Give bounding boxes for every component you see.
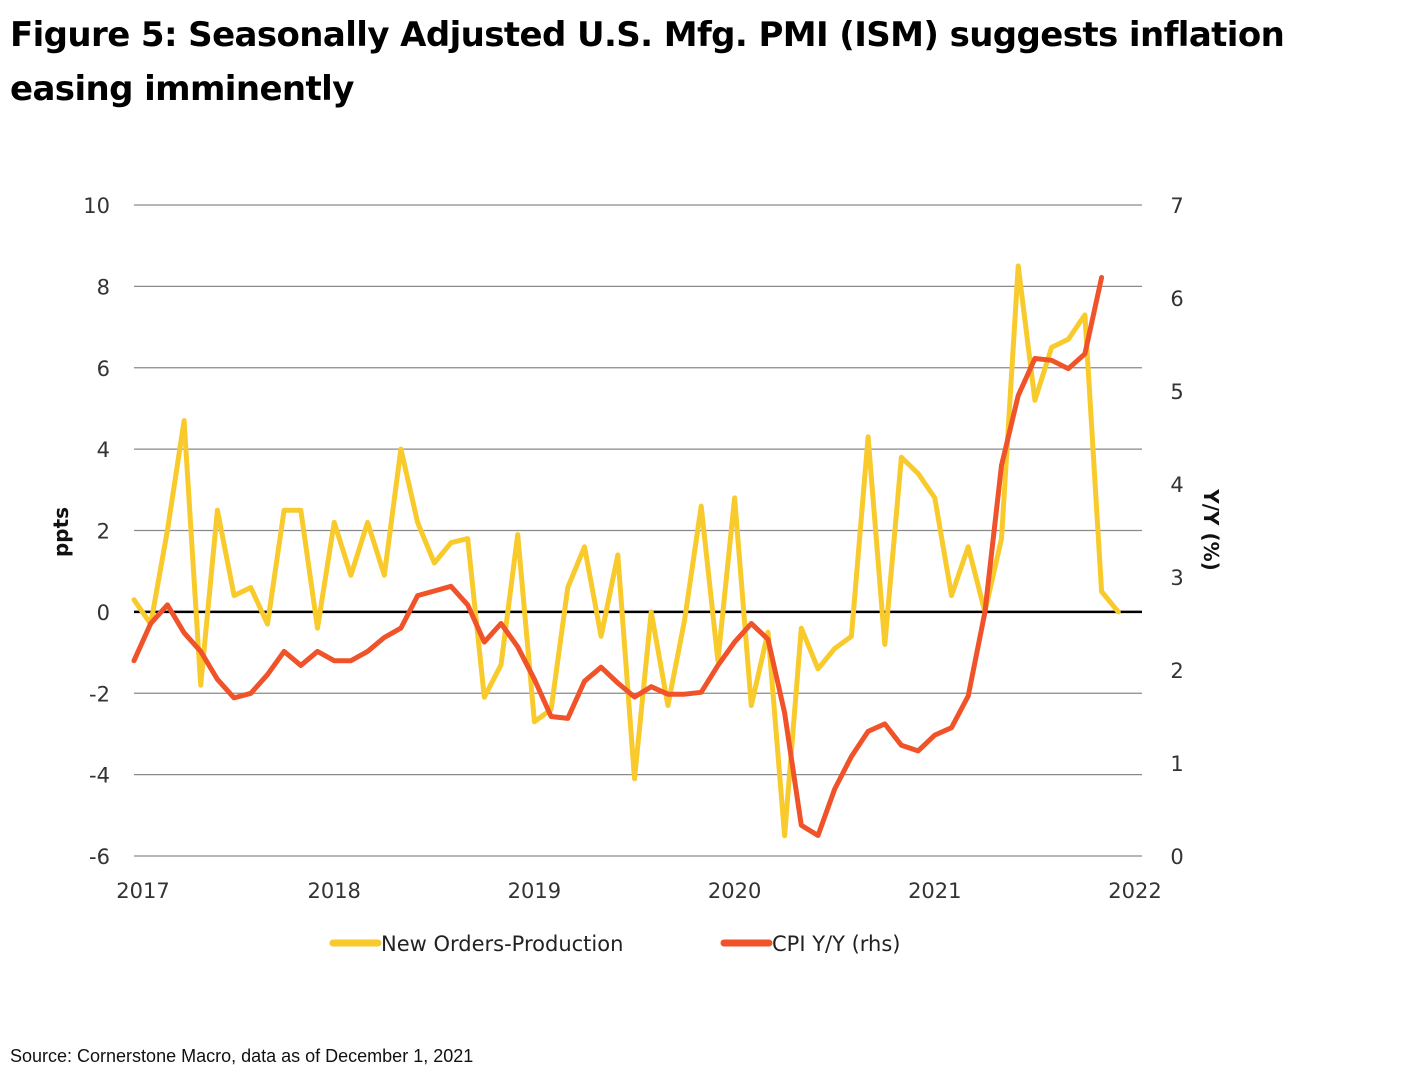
left-tick-label: 2 (97, 520, 110, 544)
source-note: Source: Cornerstone Macro, data as of De… (10, 1046, 474, 1066)
series-line-new-orders (131, 263, 1121, 839)
x-tick-label: 2022 (1108, 879, 1161, 903)
left-tick-label: 8 (97, 275, 110, 299)
right-tick-label: 7 (1170, 194, 1183, 218)
right-axis-ticks: 7 6 5 4 3 2 1 0 (1170, 194, 1183, 869)
left-tick-label: -6 (89, 845, 110, 869)
left-axis-ticks: 10 8 6 4 2 0 -2 -4 -6 (83, 194, 110, 869)
right-tick-label: 3 (1170, 566, 1183, 590)
left-tick-label: 4 (97, 438, 110, 462)
x-tick-label: 2019 (508, 879, 561, 903)
chart-title: Figure 5: Seasonally Adjusted U.S. Mfg. … (10, 15, 1285, 109)
legend-label-new-orders: New Orders-Production (381, 932, 623, 956)
x-tick-label: 2017 (116, 879, 169, 903)
legend: New Orders-Production CPI Y/Y (rhs) (329, 932, 901, 956)
left-tick-label: -4 (89, 764, 110, 788)
x-tick-label: 2020 (708, 879, 761, 903)
right-tick-label: 0 (1170, 845, 1183, 869)
legend-label-cpi: CPI Y/Y (rhs) (772, 932, 901, 956)
left-tick-label: 10 (83, 194, 110, 218)
left-axis-label: ppts (49, 507, 73, 557)
right-tick-label: 1 (1170, 752, 1183, 776)
right-tick-label: 4 (1170, 473, 1183, 497)
x-tick-label: 2018 (307, 879, 360, 903)
x-axis-ticks: 2017 2018 2019 2020 2021 2022 (116, 879, 1161, 903)
right-axis-label: Y/Y (%) (1199, 488, 1223, 571)
left-tick-label: -2 (89, 682, 110, 706)
left-tick-label: 0 (97, 601, 110, 625)
right-tick-label: 6 (1170, 287, 1183, 311)
left-tick-label: 6 (97, 357, 110, 381)
right-tick-label: 2 (1170, 659, 1183, 683)
right-tick-label: 5 (1170, 380, 1183, 404)
x-tick-label: 2021 (908, 879, 961, 903)
series-lines (131, 263, 1121, 839)
